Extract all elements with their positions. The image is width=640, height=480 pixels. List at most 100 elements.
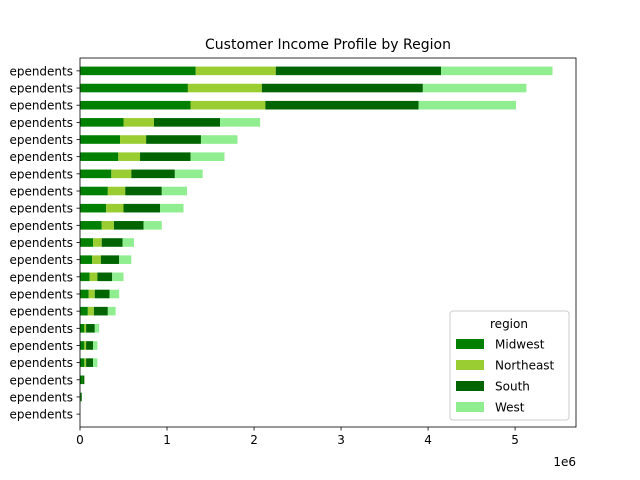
bar-segment-south <box>80 392 82 402</box>
bar-segment-west <box>143 221 162 230</box>
bar-segment-south <box>131 169 175 179</box>
bar-segment-south <box>140 152 191 161</box>
y-tick-label: ependents <box>9 339 73 353</box>
bar-segment-midwest <box>80 255 93 264</box>
bar-segment-south <box>146 135 201 144</box>
legend-title: region <box>490 317 528 331</box>
y-tick-label: ependents <box>9 408 73 422</box>
bar-segment-west <box>160 203 184 213</box>
bar-segment-northeast <box>120 135 147 144</box>
legend-label-south: South <box>495 380 530 394</box>
legend-label-west: West <box>495 401 525 415</box>
bar-segment-west <box>122 238 134 247</box>
bar-segment-south <box>265 100 419 110</box>
bar-segment-midwest <box>80 203 107 213</box>
x-tick-label: 5 <box>511 433 519 447</box>
bar-segment-midwest <box>80 186 108 196</box>
y-tick-label: ependents <box>9 116 73 130</box>
legend-box <box>449 310 570 421</box>
y-axis: ependents ependents ependents ependents epen… <box>9 64 80 422</box>
y-tick-label: ependents <box>9 82 73 96</box>
x-tick-label: 0 <box>76 433 84 447</box>
bar-segment-northeast <box>88 289 95 299</box>
bar-segment-northeast <box>87 306 94 316</box>
bar-segment-west <box>112 272 124 282</box>
bar-segment-northeast <box>123 118 154 127</box>
bar-segment-midwest <box>80 169 112 179</box>
bar-segment-south <box>101 238 123 247</box>
bar-segment-northeast <box>187 83 262 93</box>
bar-segment-west <box>418 100 516 110</box>
y-tick-label: ependents <box>9 253 73 267</box>
legend-swatch-west <box>456 402 484 412</box>
bar-segment-west <box>93 341 98 350</box>
y-tick-label: ependents <box>9 373 73 387</box>
bar-segment-south <box>93 306 108 316</box>
bar-segment-south <box>86 324 95 333</box>
bar-segment-midwest <box>80 100 191 110</box>
x-tick-label: 2 <box>250 433 258 447</box>
plot-frame <box>79 57 577 428</box>
bar-segment-south <box>97 272 113 282</box>
y-tick-label: ependents <box>9 64 73 78</box>
bar-segment-northeast <box>93 238 102 247</box>
bar-segment-west <box>422 83 527 93</box>
bar-segment-midwest <box>80 83 188 93</box>
bar-segment-south <box>100 255 120 264</box>
bar-segment-midwest <box>80 289 89 299</box>
bar-segment-midwest <box>80 238 94 247</box>
bars-group <box>80 66 553 402</box>
bar-segment-south <box>125 186 162 196</box>
bar-segment-west <box>109 289 120 299</box>
bar-segment-northeast <box>89 272 98 282</box>
x-tick-label: 4 <box>424 433 432 447</box>
bar-segment-south <box>113 221 144 230</box>
y-tick-label: ependents <box>9 236 73 250</box>
bar-segment-northeast <box>84 324 87 333</box>
y-tick-label: ependents <box>9 99 73 113</box>
chart-title: Customer Income Profile by Region <box>205 37 451 53</box>
y-tick-label: ependents <box>9 305 73 319</box>
bar-segment-midwest <box>80 375 83 385</box>
bar-segment-south <box>86 341 94 350</box>
bar-segment-midwest <box>80 152 119 161</box>
y-tick-label: ependents <box>9 390 73 404</box>
bar-segment-west <box>441 66 553 76</box>
bar-segment-northeast <box>118 152 141 161</box>
y-tick-label: ependents <box>9 133 73 147</box>
legend-items: Midwest Northeast South West <box>456 338 555 415</box>
bar-segment-midwest <box>80 118 124 127</box>
y-tick-label: ependents <box>9 185 73 199</box>
y-tick-label: ependents <box>9 167 73 181</box>
bar-segment-west <box>107 306 116 316</box>
bar-segment-south <box>123 203 161 213</box>
bar-segment-northeast <box>92 255 101 264</box>
bar-segment-west <box>174 169 203 179</box>
bar-segment-midwest <box>80 221 102 230</box>
legend-swatch-south <box>456 381 484 391</box>
bar-segment-midwest <box>80 358 85 367</box>
y-tick-label: ependents <box>9 322 73 336</box>
y-tick-label: ependents <box>9 219 73 233</box>
bar-segment-south <box>261 83 423 93</box>
y-tick-label: ependents <box>9 202 73 216</box>
y-tick-label: ependents <box>9 150 73 164</box>
bar-segment-northeast <box>84 358 87 367</box>
bar-segment-west <box>93 358 98 367</box>
bar-segment-northeast <box>101 221 114 230</box>
bar-segment-west <box>220 118 261 127</box>
bar-segment-northeast <box>190 100 266 110</box>
legend: region Midwest Northeast South West <box>449 310 570 421</box>
bar-segment-west <box>200 135 238 144</box>
bar-segment-northeast <box>111 169 132 179</box>
bar-segment-northeast <box>107 186 126 196</box>
legend-swatch-midwest <box>456 339 484 349</box>
bar-segment-northeast <box>84 341 87 350</box>
bar-segment-south <box>86 358 94 367</box>
bar-segment-northeast <box>106 203 124 213</box>
legend-swatch-northeast <box>456 360 484 370</box>
x-axis: 0 1 2 3 4 5 <box>76 427 519 447</box>
bar-segment-west <box>161 186 188 196</box>
y-tick-label: ependents <box>9 356 73 370</box>
